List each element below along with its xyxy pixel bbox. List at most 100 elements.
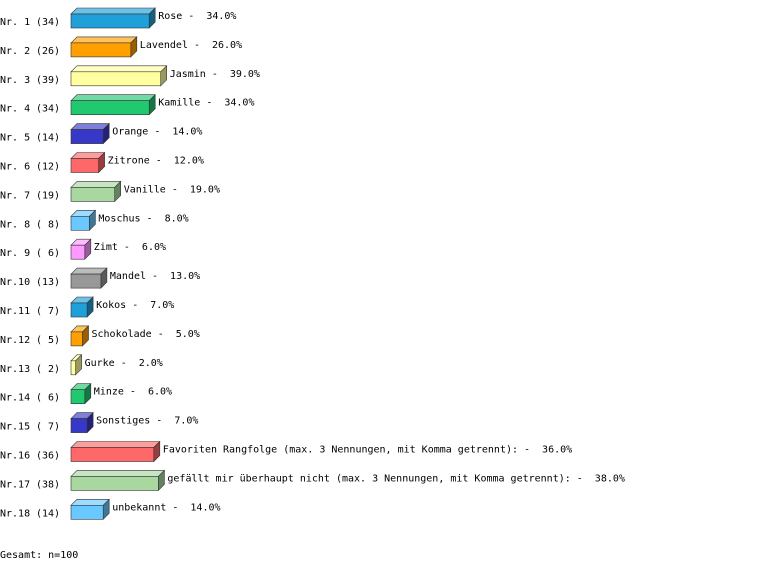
bar-name: Lavendel [140, 40, 188, 51]
bar-front [70, 71, 161, 87]
separator: - [152, 271, 158, 282]
row-label: Nr. 2 [0, 46, 30, 57]
bar-top [70, 470, 166, 477]
bar-front [70, 331, 83, 347]
bar [70, 354, 83, 376]
bar-front [70, 273, 102, 289]
separator: - [172, 184, 178, 195]
row-label: Nr. 3 [0, 75, 30, 86]
bar-label: Schokolade - 5.0% [92, 329, 200, 340]
row-label: Nr.14 [0, 393, 30, 404]
bar-name: Favoriten Rangfolge (max. 3 Nennungen, m… [163, 445, 518, 456]
separator: - [172, 502, 178, 513]
bar-front [70, 42, 132, 58]
bar-name: Kokos [96, 300, 126, 311]
bar-label: Zimt - 6.0% [94, 242, 166, 253]
value-label: 34.0% [224, 98, 254, 109]
bar-top [70, 7, 156, 15]
bar-label: Kamille - 34.0% [158, 98, 254, 109]
value-label: 7.0% [174, 416, 198, 427]
count-label: (26) [36, 46, 60, 57]
bar-label: Moschus - 8.0% [98, 213, 188, 224]
row-label: Nr.18 [0, 508, 30, 519]
count-label: ( 2) [36, 364, 60, 375]
separator: - [154, 127, 160, 138]
row-label: Nr.13 [0, 364, 30, 375]
count-label: ( 5) [36, 335, 60, 346]
bar-top [70, 441, 161, 448]
row-label: Nr. 4 [0, 104, 30, 115]
value-label: 6.0% [148, 387, 172, 398]
bar [70, 382, 92, 405]
bar [70, 267, 108, 289]
separator: - [130, 387, 136, 398]
value-label: 34.0% [206, 11, 236, 22]
bar-label: Jasmin - 39.0% [170, 69, 260, 80]
bar [70, 440, 161, 463]
bar-name: Jasmin [170, 69, 206, 80]
bar-label: Gurke - 2.0% [85, 358, 163, 369]
bar [70, 209, 97, 232]
bar-top [70, 94, 156, 101]
count-label: (13) [36, 277, 60, 288]
value-label: 7.0% [150, 300, 174, 311]
bar-front [70, 360, 76, 376]
bar-label: Lavendel - 26.0% [140, 40, 242, 51]
separator: - [577, 473, 583, 484]
bar-front [70, 476, 159, 491]
value-label: 26.0% [212, 40, 242, 51]
separator: - [156, 156, 162, 167]
footer: Gesamt: n=100 [0, 550, 78, 561]
row-label: Nr. 9 [0, 248, 30, 259]
count-label: (19) [36, 190, 60, 201]
bar-front [70, 216, 90, 231]
bar-name: Mandel [110, 271, 146, 282]
value-label: 8.0% [165, 213, 189, 224]
separator: - [194, 40, 200, 51]
value-label: 14.0% [172, 127, 202, 138]
count-label: (14) [36, 133, 60, 144]
separator: - [188, 11, 194, 22]
count-label: (34) [36, 104, 60, 115]
bar-front [70, 447, 155, 462]
value-label: 12.0% [174, 156, 204, 167]
bar [70, 93, 156, 116]
separator: - [132, 300, 138, 311]
bar [70, 325, 90, 347]
bar-front [70, 187, 116, 202]
bar-top [70, 498, 110, 506]
value-label: 5.0% [176, 329, 200, 340]
count-label: ( 6) [36, 393, 60, 404]
bar-front [70, 13, 150, 29]
bar-name: Minze [94, 387, 124, 398]
bar-top [70, 181, 122, 188]
bar-name: Orange [112, 127, 148, 138]
count-label: ( 6) [36, 248, 60, 259]
count-label: (12) [36, 162, 60, 173]
bar-top [70, 65, 168, 73]
bar-name: Rose [158, 11, 182, 22]
bar [70, 7, 156, 29]
value-label: 36.0% [542, 445, 572, 456]
bar-label: Mandel - 13.0% [110, 271, 200, 282]
bar [70, 65, 168, 87]
value-label: 19.0% [190, 184, 220, 195]
count-label: (14) [36, 508, 60, 519]
bar-name: gefällt mir überhaupt nicht (max. 3 Nenn… [167, 473, 570, 484]
bar-label: Favoriten Rangfolge (max. 3 Nennungen, m… [163, 445, 572, 456]
bar-label: Minze - 6.0% [94, 387, 172, 398]
bar-front [70, 302, 88, 318]
bar-top [70, 123, 110, 130]
row-label: Nr.17 [0, 479, 30, 490]
bar-label: Orange - 14.0% [112, 127, 202, 138]
bar-name: Vanille [124, 184, 166, 195]
count-label: ( 7) [36, 422, 60, 433]
bar-label: Rose - 34.0% [158, 11, 236, 22]
separator: - [156, 416, 162, 427]
row-label: Nr.11 [0, 306, 30, 317]
bar-front [70, 389, 86, 405]
bar [70, 151, 106, 174]
separator: - [158, 329, 164, 340]
bar-name: Gurke [85, 358, 115, 369]
bar-label: Sonstiges - 7.0% [96, 416, 198, 427]
